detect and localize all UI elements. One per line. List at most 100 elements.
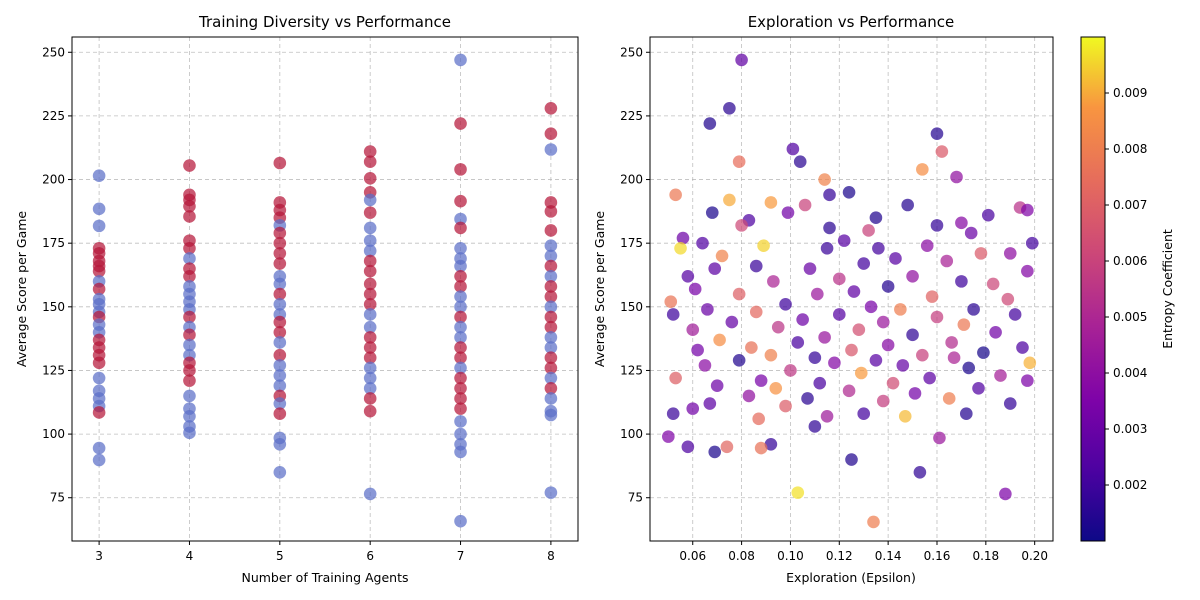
data-point bbox=[754, 374, 768, 387]
data-point bbox=[1003, 247, 1017, 260]
data-point bbox=[454, 163, 467, 176]
data-points bbox=[92, 53, 558, 528]
colorbar-tick-label: 0.006 bbox=[1113, 254, 1147, 268]
data-point bbox=[183, 269, 196, 283]
data-point bbox=[273, 277, 287, 291]
data-point bbox=[666, 407, 680, 421]
data-point bbox=[544, 331, 558, 344]
data-point bbox=[273, 247, 287, 260]
data-point bbox=[981, 208, 995, 222]
data-point bbox=[898, 409, 912, 423]
chart-exploration: Exploration vs Performance 0.06 0.08 0.10 0… bbox=[592, 13, 1054, 585]
colorbar-tick-label: 0.002 bbox=[1113, 478, 1147, 492]
data-point bbox=[363, 193, 377, 207]
colorbar: 0.002 0.003 0.004 0.005 0.006 0.007 0.008 0.009… bbox=[1080, 36, 1175, 542]
data-point bbox=[363, 351, 377, 365]
data-point bbox=[273, 336, 287, 349]
data-point bbox=[273, 437, 287, 451]
data-point bbox=[363, 487, 377, 501]
data-point bbox=[930, 219, 944, 232]
data-point bbox=[703, 117, 717, 130]
data-point bbox=[930, 310, 944, 324]
data-point bbox=[930, 127, 944, 141]
data-point bbox=[837, 234, 851, 247]
data-point bbox=[363, 297, 377, 311]
data-point bbox=[363, 155, 377, 169]
y-tick-label: 100 bbox=[620, 427, 643, 441]
data-point bbox=[752, 412, 765, 426]
data-point bbox=[876, 394, 890, 408]
data-point bbox=[273, 226, 287, 240]
data-point bbox=[945, 336, 958, 349]
data-point bbox=[544, 239, 558, 253]
data-point bbox=[913, 465, 927, 479]
data-point bbox=[676, 231, 690, 245]
data-point bbox=[798, 198, 812, 212]
y-tick-label: 250 bbox=[620, 45, 643, 59]
data-point bbox=[933, 431, 946, 445]
data-point bbox=[688, 282, 702, 296]
data-point bbox=[183, 159, 196, 172]
data-point bbox=[947, 351, 961, 365]
x-ticks: 3 4 5 6 7 8 bbox=[95, 541, 555, 563]
data-point bbox=[896, 359, 910, 372]
data-point bbox=[867, 515, 880, 529]
y-tick-label: 200 bbox=[620, 173, 643, 187]
data-point bbox=[454, 269, 467, 283]
data-point bbox=[544, 310, 558, 324]
y-tick-label: 250 bbox=[42, 45, 65, 59]
data-point bbox=[715, 249, 729, 263]
y-axis-label: Average Score per Game bbox=[592, 211, 607, 368]
y-tick-label: 100 bbox=[42, 427, 65, 441]
data-point bbox=[454, 212, 467, 226]
data-point bbox=[273, 407, 287, 421]
data-point bbox=[363, 392, 377, 405]
y-tick-label: 150 bbox=[42, 300, 65, 314]
x-tick-label: 0.14 bbox=[875, 549, 902, 563]
data-point bbox=[363, 171, 377, 185]
data-point bbox=[183, 210, 196, 223]
data-point bbox=[886, 376, 900, 390]
colorbar-gradient bbox=[1080, 36, 1106, 542]
data-point bbox=[842, 185, 856, 199]
data-point bbox=[273, 287, 287, 301]
data-point bbox=[957, 318, 971, 331]
data-point bbox=[544, 361, 558, 375]
data-point bbox=[92, 219, 106, 233]
colorbar-ticks: 0.002 0.003 0.004 0.005 0.006 0.007 0.008 0.009 bbox=[1105, 86, 1147, 492]
x-tick-label: 0.12 bbox=[826, 549, 853, 563]
data-point bbox=[92, 169, 106, 183]
data-point bbox=[723, 193, 736, 207]
data-point bbox=[923, 371, 936, 385]
data-point bbox=[363, 234, 377, 247]
colorbar-label: Entropy Coefficient bbox=[1160, 229, 1175, 349]
data-point bbox=[454, 392, 467, 405]
y-tick-label: 225 bbox=[42, 109, 65, 123]
data-point bbox=[92, 406, 106, 419]
data-point bbox=[273, 325, 287, 339]
data-points bbox=[662, 53, 1039, 529]
data-point bbox=[757, 239, 770, 253]
data-point bbox=[779, 399, 792, 413]
data-point bbox=[454, 320, 467, 334]
data-point bbox=[742, 389, 756, 403]
data-point bbox=[544, 224, 558, 237]
data-point bbox=[183, 310, 196, 324]
data-point bbox=[273, 369, 287, 382]
data-point bbox=[764, 437, 778, 451]
data-point bbox=[977, 346, 990, 359]
data-point bbox=[732, 155, 746, 169]
data-point bbox=[972, 381, 985, 395]
data-point bbox=[986, 277, 1000, 291]
data-point bbox=[889, 252, 902, 265]
data-point bbox=[1023, 356, 1037, 370]
data-point bbox=[273, 397, 287, 410]
data-point bbox=[681, 440, 695, 454]
data-point bbox=[363, 308, 377, 321]
data-point bbox=[691, 343, 704, 357]
y-axis-label: Average Score per Game bbox=[14, 211, 29, 368]
data-point bbox=[767, 275, 780, 288]
data-point bbox=[701, 303, 714, 316]
data-point bbox=[363, 206, 377, 219]
data-point bbox=[544, 269, 558, 283]
